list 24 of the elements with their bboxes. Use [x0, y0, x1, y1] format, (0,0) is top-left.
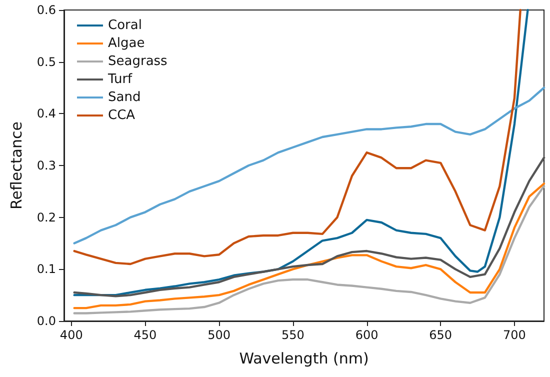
legend-label: Sand — [108, 90, 141, 105]
y-tick-label: 0.3 — [36, 158, 56, 172]
y-tick-label: 0.2 — [36, 210, 56, 224]
y-tick-label: 0.1 — [36, 262, 56, 276]
legend-label: CCA — [108, 108, 136, 123]
x-axis-title: Wavelength (nm) — [239, 350, 369, 368]
y-axis-title: Reflectance — [8, 122, 26, 210]
legend-label: Turf — [107, 72, 133, 87]
line-series — [73, 156, 546, 298]
x-tick-label: 600 — [355, 328, 378, 342]
x-tick-label: 700 — [503, 328, 526, 342]
x-tick-label: 400 — [60, 328, 83, 342]
x-tick-label: 500 — [208, 328, 231, 342]
x-tick-label: 450 — [134, 328, 157, 342]
legend-label: Algae — [108, 36, 145, 51]
y-tick-label: 0.4 — [36, 106, 56, 121]
legend-label: Seagrass — [108, 54, 168, 69]
x-tick-label: 550 — [281, 328, 304, 342]
y-tick-label: 0.6 — [36, 3, 56, 17]
line-series — [73, 86, 546, 244]
y-tick-label: 0.0 — [36, 314, 56, 328]
x-tick-label: 650 — [429, 328, 452, 342]
legend-label: Coral — [108, 18, 142, 33]
y-tick-label: 0.5 — [36, 54, 56, 69]
